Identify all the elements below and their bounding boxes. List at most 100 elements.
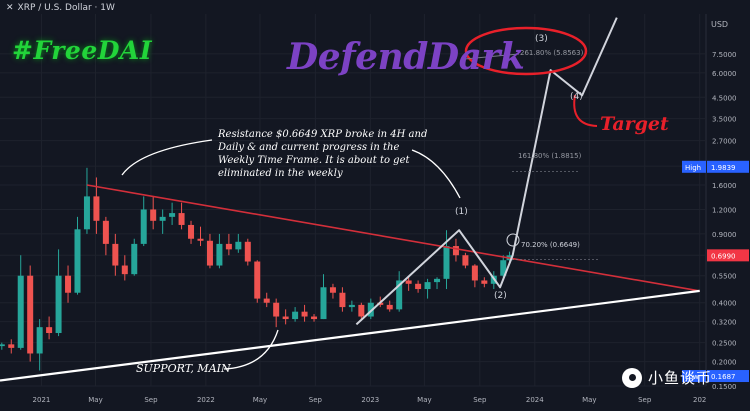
candle-body-53 bbox=[500, 260, 507, 276]
candle-body-36 bbox=[339, 292, 346, 308]
target-ellipse bbox=[464, 26, 588, 76]
price-tag-value-1: 0.6990 bbox=[711, 252, 736, 260]
time-tick-4: May bbox=[253, 396, 267, 404]
candle-body-30 bbox=[282, 316, 289, 320]
candle-body-49 bbox=[462, 255, 469, 266]
price-tick-1: 6.0000 bbox=[712, 70, 737, 78]
price-tag-value-2: 0.1687 bbox=[711, 373, 736, 381]
chart-header: ✕ XRP / U.S. Dollar · 1W bbox=[6, 3, 115, 13]
candle-body-5 bbox=[46, 327, 53, 334]
price-tick-13: 0.2500 bbox=[712, 340, 737, 348]
candle-body-17 bbox=[159, 216, 166, 221]
candle-body-3 bbox=[27, 275, 34, 354]
candle-body-6 bbox=[55, 275, 62, 334]
candle-body-34 bbox=[320, 287, 327, 320]
candle-body-42 bbox=[396, 280, 403, 310]
candle-body-38 bbox=[358, 304, 365, 317]
fish-logo-icon bbox=[622, 367, 642, 388]
breakout-marker bbox=[506, 233, 520, 247]
annotations-shapes bbox=[121, 26, 598, 370]
candle-body-22 bbox=[206, 240, 213, 266]
candle-body-29 bbox=[273, 302, 280, 317]
price-tick-0: 7.5000 bbox=[712, 51, 737, 59]
candle-body-44 bbox=[415, 283, 422, 290]
grid bbox=[0, 14, 706, 387]
fib-label-70: 70.20% (0.6649) bbox=[521, 241, 580, 249]
brand: 小鱼谈币 bbox=[622, 367, 712, 388]
candle-body-21 bbox=[197, 238, 204, 241]
price-tags: High 1.9839 0.6990 Low 0.1687 bbox=[682, 160, 749, 383]
price-tag-name-0: High bbox=[685, 164, 701, 172]
candle-body-39 bbox=[367, 302, 374, 317]
candle-body-47 bbox=[443, 246, 450, 279]
wave-projection-line bbox=[355, 17, 618, 326]
symbol-title: XRP / U.S. Dollar · 1W bbox=[17, 3, 115, 13]
candle-body-8 bbox=[74, 229, 81, 293]
watermark-author: DefendDark bbox=[287, 36, 525, 78]
time-tick-1: May bbox=[88, 396, 102, 404]
price-tick-3: 3.5000 bbox=[712, 116, 737, 124]
time-tick-7: May bbox=[417, 396, 431, 404]
currency-label: USD bbox=[711, 20, 729, 29]
time-tick-9: 2024 bbox=[526, 396, 544, 404]
support-label: SUPPORT, MAIN bbox=[136, 362, 231, 375]
price-tick-14: 0.2000 bbox=[712, 359, 737, 367]
candle-body-26 bbox=[244, 241, 251, 262]
time-tick-0: 2021 bbox=[33, 396, 51, 404]
candle-body-41 bbox=[386, 304, 393, 310]
time-tick-8: Sep bbox=[473, 396, 487, 404]
wave-label-4: (4) bbox=[570, 92, 583, 102]
time-tick-10: May bbox=[582, 396, 596, 404]
wave-label-1: (1) bbox=[455, 207, 468, 217]
note-arrow-left bbox=[121, 139, 213, 176]
wave-label-2: (2) bbox=[494, 291, 507, 301]
candle-body-25 bbox=[235, 241, 242, 250]
candle-body-20 bbox=[188, 224, 195, 239]
candle-body-31 bbox=[292, 311, 299, 320]
price-tick-10: 0.5500 bbox=[712, 273, 737, 281]
price-tick-2: 4.5000 bbox=[712, 94, 737, 102]
time-tick-6: 2023 bbox=[361, 396, 379, 404]
candle-body-10 bbox=[93, 196, 100, 221]
price-tick-8: 0.9000 bbox=[712, 231, 737, 239]
candle-body-18 bbox=[169, 213, 176, 217]
time-tick-2: Sep bbox=[144, 396, 158, 404]
fib-label-161: 161.80% (1.8815) bbox=[518, 152, 582, 160]
candle-body-46 bbox=[434, 278, 441, 283]
candle-body-11 bbox=[102, 220, 109, 244]
candle-body-1 bbox=[8, 344, 15, 348]
candle-body-37 bbox=[348, 304, 355, 308]
candle-body-0 bbox=[0, 344, 5, 347]
candle-body-50 bbox=[471, 265, 478, 281]
price-tick-4: 2.7000 bbox=[712, 138, 737, 146]
candle-body-12 bbox=[112, 243, 119, 266]
time-axis: 2021 May Sep 2022 May Sep 2023 May Sep 2024 May Sep… bbox=[33, 396, 707, 404]
price-tag-name-2: Low bbox=[685, 373, 699, 381]
candle-body-2 bbox=[17, 275, 24, 348]
analysis-note: Resistance $0.6649 XRP broke in 4H and D… bbox=[218, 129, 428, 179]
price-tag-name-bg-2 bbox=[682, 370, 706, 383]
candle-body-28 bbox=[263, 298, 270, 303]
watermark-free: #FreeDAI bbox=[12, 36, 153, 65]
price-tick-12: 0.3200 bbox=[712, 319, 737, 327]
candle-body-19 bbox=[178, 213, 185, 225]
support-arrow bbox=[223, 329, 279, 370]
candle-body-32 bbox=[301, 311, 308, 317]
close-icon[interactable]: ✕ bbox=[6, 3, 14, 13]
target-arrow bbox=[573, 94, 598, 127]
candle-body-15 bbox=[140, 209, 147, 244]
price-tag-bg-1 bbox=[707, 249, 749, 262]
note-arrow-right bbox=[411, 149, 461, 199]
candle-body-45 bbox=[424, 282, 431, 290]
candle-body-51 bbox=[481, 280, 488, 284]
candle-body-27 bbox=[254, 261, 261, 299]
candle-body-43 bbox=[405, 280, 412, 284]
price-tag-value-0: 1.9839 bbox=[711, 164, 736, 172]
candle-body-35 bbox=[329, 287, 336, 293]
time-tick-11: Sep bbox=[638, 396, 652, 404]
brand-name: 小鱼谈币 bbox=[648, 369, 713, 387]
price-tick-15: 0.1500 bbox=[712, 383, 737, 391]
trend-lines bbox=[0, 17, 700, 382]
candle-body-4 bbox=[36, 327, 43, 354]
